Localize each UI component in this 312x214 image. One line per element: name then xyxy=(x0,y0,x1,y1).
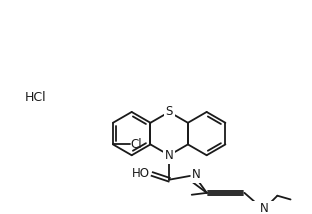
Text: HCl: HCl xyxy=(25,91,46,104)
Text: N: N xyxy=(165,149,173,162)
Text: HO: HO xyxy=(132,167,150,180)
Text: Cl: Cl xyxy=(131,138,143,151)
Text: S: S xyxy=(165,106,173,119)
Text: N: N xyxy=(260,202,269,214)
Text: N: N xyxy=(192,168,201,181)
